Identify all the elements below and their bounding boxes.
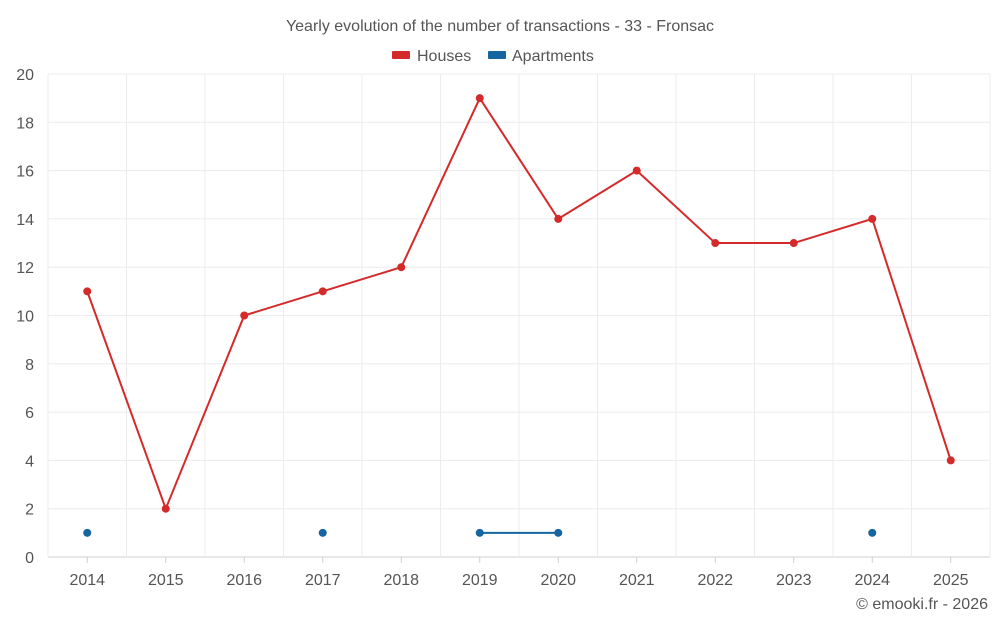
x-tick-label: 2022 (697, 572, 733, 589)
apartments-legend-swatch (488, 51, 506, 59)
houses-point (397, 263, 406, 272)
apartments-point (318, 528, 327, 537)
x-tick-label: 2018 (383, 572, 419, 589)
houses-point (161, 504, 170, 513)
x-tick-label: 2015 (148, 572, 184, 589)
houses-legend-swatch (392, 51, 410, 59)
y-tick-label: 16 (16, 164, 34, 181)
y-tick-label: 12 (16, 260, 34, 277)
houses-point (475, 94, 484, 103)
houses-point (632, 166, 641, 175)
y-tick-label: 2 (25, 502, 34, 519)
houses-point (554, 214, 563, 223)
apartments-point (554, 528, 563, 537)
houses-line (86, 96, 952, 512)
houses-point (711, 239, 720, 248)
x-tick-label: 2025 (933, 572, 969, 589)
y-axis: 0 2 4 6 8 10 12 14 16 18 20 (16, 67, 34, 567)
houses-point (240, 311, 249, 320)
x-axis: 2014 2015 2016 2017 2018 2019 2020 2021 2022 2023… (69, 557, 969, 589)
x-tick-label: 2014 (69, 572, 105, 589)
houses-point (83, 287, 92, 296)
y-tick-label: 18 (16, 115, 34, 132)
houses-point (868, 214, 877, 223)
x-tick-label: 2019 (462, 572, 498, 589)
y-tick-label: 10 (16, 309, 34, 326)
houses-point (789, 239, 798, 248)
apartments-point (868, 528, 877, 537)
y-tick-label: 4 (25, 453, 34, 470)
series-group (83, 94, 955, 537)
chart-title: Yearly evolution of the number of transa… (286, 18, 714, 35)
x-tick-label: 2024 (854, 572, 890, 589)
gridlines (47, 73, 991, 558)
legend: Houses Apartments (392, 48, 594, 65)
x-tick-label: 2023 (776, 572, 812, 589)
houses-point (318, 287, 327, 296)
y-tick-label: 0 (25, 550, 34, 567)
x-tick-label: 2021 (619, 572, 655, 589)
y-tick-label: 20 (16, 67, 34, 84)
houses-legend-label[interactable]: Houses (417, 48, 471, 65)
houses-point (946, 456, 955, 465)
apartments-point (83, 528, 92, 537)
x-tick-label: 2020 (540, 572, 576, 589)
y-tick-label: 6 (25, 405, 34, 422)
apartments-point (475, 528, 484, 537)
x-tick-label: 2017 (305, 572, 341, 589)
x-tick-label: 2016 (226, 572, 262, 589)
credit-text: © emooki.fr - 2026 (856, 596, 988, 613)
y-tick-label: 8 (25, 357, 34, 374)
y-tick-label: 14 (16, 212, 34, 229)
apartments-legend-label[interactable]: Apartments (512, 48, 594, 65)
